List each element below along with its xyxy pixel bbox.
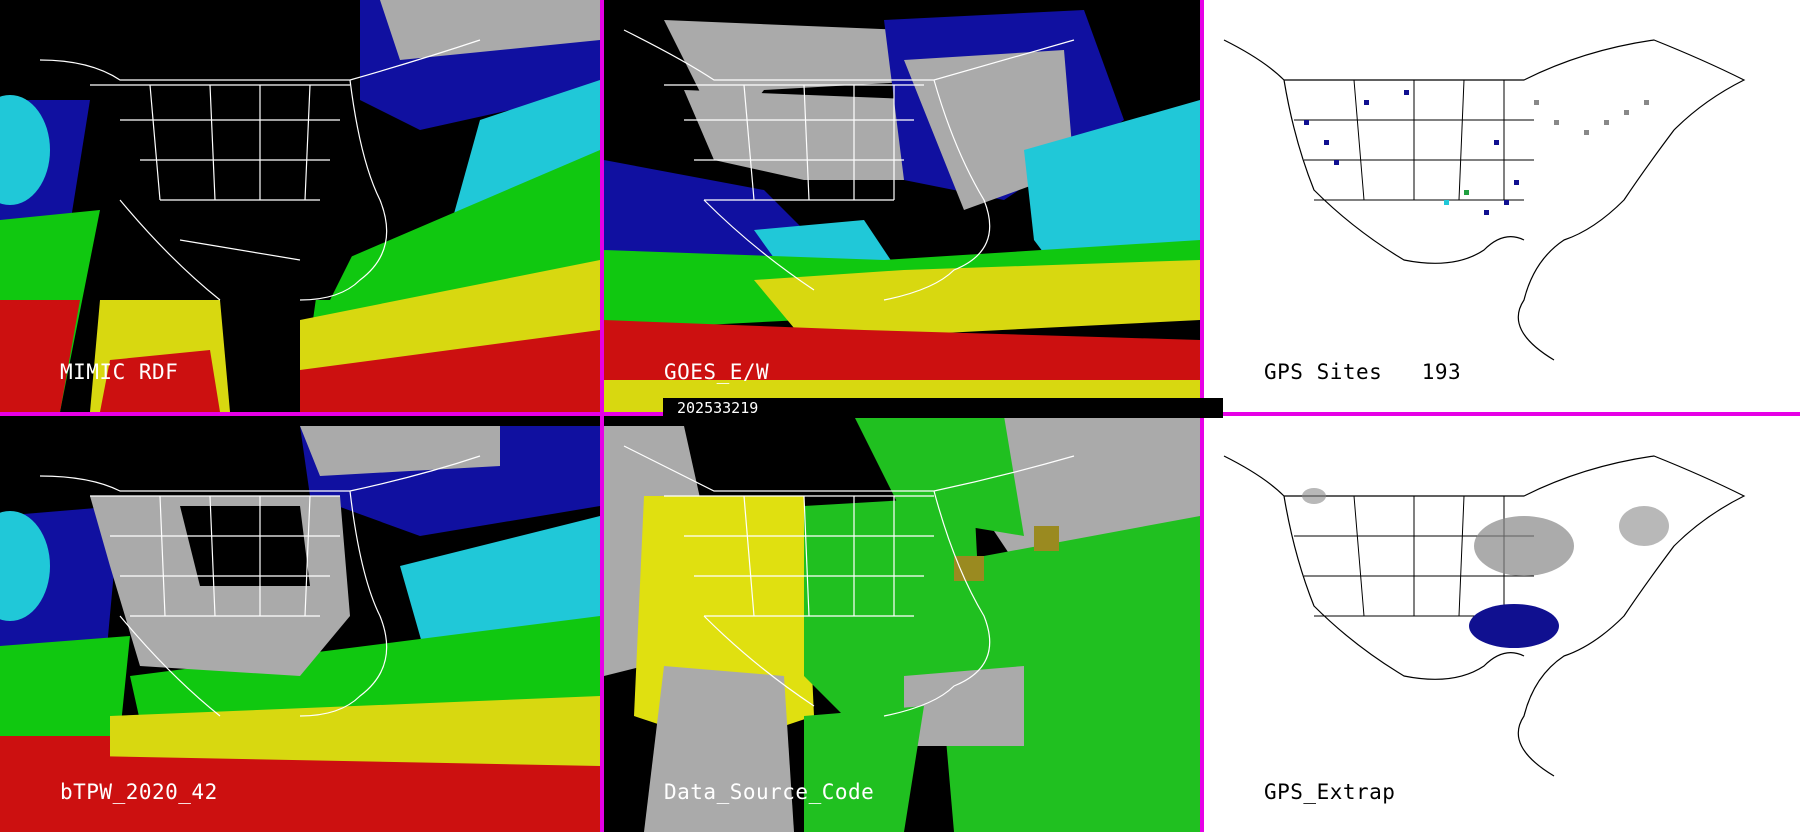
panel-gps-sites: GPS Sites 193	[1204, 0, 1800, 412]
panel-label-data-source-code: Data_Source_Code	[664, 780, 875, 804]
panel-label-btpw: bTPW_2020_42	[60, 780, 218, 804]
panel-label-gps-sites: GPS Sites 193	[1264, 360, 1462, 384]
panel-label-goes: GOES_E/W	[664, 360, 770, 384]
mimic-rdf-map	[0, 0, 600, 412]
extrap-region-blue	[1469, 604, 1559, 648]
data-source-code-map	[604, 416, 1200, 832]
gps-site-markers	[1304, 90, 1649, 215]
btpw-map	[0, 426, 600, 832]
panel-label-mimic-rdf: MIMIC RDF	[60, 360, 179, 384]
extrap-region-gray	[1474, 516, 1574, 576]
gps-sites-map	[1223, 39, 1746, 361]
goes-map	[604, 10, 1200, 412]
extrap-region-gray-ne	[1619, 506, 1669, 546]
panel-mimic-rdf: MIMIC RDF	[0, 0, 600, 412]
timestamp-label: 202533219	[663, 398, 1223, 418]
panel-gps-extrap: GPS_Extrap	[1204, 416, 1800, 832]
extrap-region-gray-nw	[1302, 488, 1326, 504]
gps-extrap-map	[1223, 455, 1746, 777]
panel-data-source-code: Data_Source_Code	[604, 416, 1200, 832]
panel-label-gps-extrap: GPS_Extrap	[1264, 780, 1396, 804]
panel-btpw: bTPW_2020_42	[0, 416, 600, 832]
divider-vertical-left	[600, 0, 604, 832]
panel-goes: GOES_E/W	[604, 0, 1200, 412]
